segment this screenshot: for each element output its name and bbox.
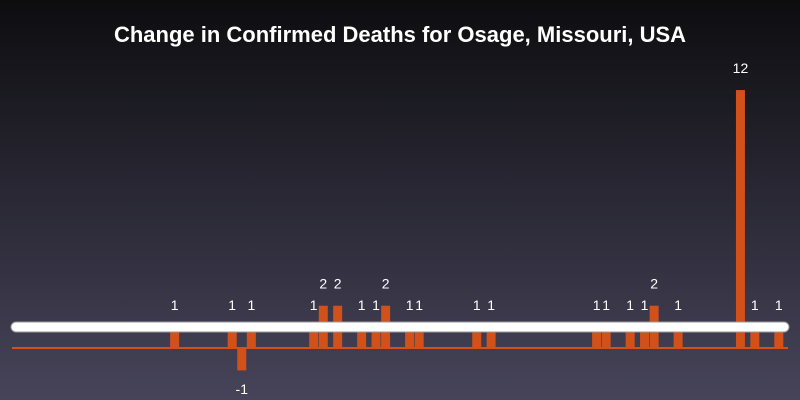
timeline-slider[interactable] — [10, 321, 790, 333]
data-label: 1 — [171, 297, 179, 313]
bar — [357, 327, 367, 349]
data-label: 1 — [751, 297, 759, 313]
bar — [414, 327, 424, 349]
bar — [472, 327, 482, 349]
data-label: 1 — [406, 297, 414, 313]
data-label: 1 — [593, 297, 601, 313]
bar — [170, 327, 180, 349]
bar — [246, 327, 256, 349]
bar — [237, 348, 247, 371]
data-label: 1 — [310, 297, 318, 313]
bar — [625, 327, 635, 349]
bar — [227, 327, 237, 349]
bar — [371, 327, 381, 349]
data-label: 1 — [358, 297, 366, 313]
bar — [673, 327, 683, 349]
bar — [750, 327, 760, 349]
data-label: 2 — [382, 275, 390, 291]
bar — [640, 327, 650, 349]
data-label: -1 — [236, 381, 249, 397]
data-label: 2 — [319, 275, 327, 291]
bar — [592, 327, 602, 349]
data-label: 1 — [641, 297, 649, 313]
bar — [309, 327, 319, 349]
bar — [601, 327, 611, 349]
data-label: 1 — [487, 297, 495, 313]
data-label: 12 — [733, 60, 749, 76]
data-label: 2 — [650, 275, 658, 291]
data-label: 1 — [602, 297, 610, 313]
data-label: 1 — [473, 297, 481, 313]
bar — [486, 327, 496, 349]
bar — [774, 327, 784, 349]
chart-title: Change in Confirmed Deaths for Osage, Mi… — [114, 22, 686, 47]
data-label: 1 — [775, 297, 783, 313]
data-label: 1 — [372, 297, 380, 313]
data-label: 1 — [247, 297, 255, 313]
bar — [405, 327, 415, 349]
data-label: 1 — [228, 297, 236, 313]
data-label: 1 — [415, 297, 423, 313]
bar — [735, 90, 745, 349]
data-label: 2 — [334, 275, 342, 291]
data-label: 1 — [674, 297, 682, 313]
data-label: 1 — [626, 297, 634, 313]
